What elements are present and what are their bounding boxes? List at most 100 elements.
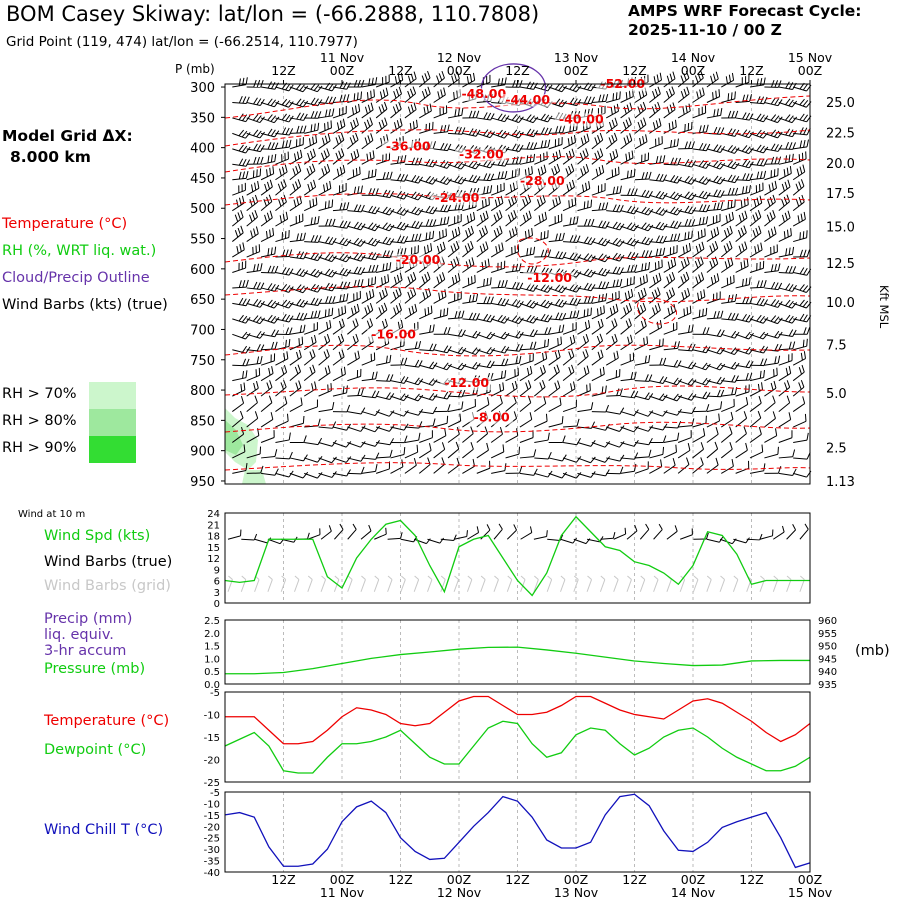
wind-barb-feather — [430, 243, 433, 251]
wind-barb-feather — [691, 418, 695, 426]
wind-barb-feather — [267, 142, 272, 150]
wind-barb-feather — [315, 135, 318, 143]
wind-barb — [735, 360, 754, 369]
wind-barb-feather — [456, 426, 460, 435]
wind-barb-feather — [510, 212, 515, 220]
wind-barb-staff — [361, 378, 376, 382]
wind-barb-staff — [419, 450, 432, 459]
wind-barb — [792, 379, 805, 397]
wind-barb-feather — [612, 252, 618, 260]
wind-barb-feather — [587, 283, 593, 291]
wind-barb-feather — [432, 121, 434, 130]
wind-barb-feather — [803, 139, 806, 148]
wind-barb-feather — [626, 222, 633, 229]
wind-barb-feather — [245, 260, 247, 269]
wind-barb — [505, 380, 518, 397]
wind-barb-feather — [756, 297, 762, 305]
wind-barb-feather — [529, 247, 532, 255]
wind-barb — [433, 228, 447, 243]
wind-barb-feather — [716, 292, 718, 301]
wind-barb-feather — [619, 407, 625, 415]
wind-barb-feather — [743, 426, 747, 434]
wind-barb-feather — [382, 222, 388, 229]
wind-barb — [447, 175, 467, 185]
wind-barb-feather — [353, 204, 358, 212]
grid-wind-barb — [653, 575, 659, 592]
wind-barb-feather — [425, 191, 431, 198]
wind-barb-feather — [309, 150, 314, 159]
wind-barb-feather — [713, 144, 719, 151]
wind-barb-staff — [563, 425, 578, 428]
wind-barb-feather — [472, 330, 478, 338]
wind-barb — [534, 82, 553, 92]
wind-barb-feather — [705, 143, 711, 151]
wind-barb-staff — [620, 411, 635, 417]
wind-barb-feather — [598, 281, 603, 289]
wind-barb — [793, 230, 808, 243]
wind-barb-staff — [361, 225, 376, 232]
wind-barb-feather — [270, 129, 276, 137]
grid-wind-barb-staff — [653, 579, 659, 592]
wind-barb-feather — [714, 441, 719, 450]
wind-barb — [505, 244, 520, 258]
wind-barb-feather — [389, 171, 393, 180]
wind-barb-feather — [407, 106, 411, 114]
wind-barb-feather — [588, 181, 591, 189]
wind-barb — [548, 195, 561, 212]
surface-wind-barb-feather — [529, 526, 533, 533]
wind-barb — [591, 333, 604, 351]
wind-barb-feather — [244, 182, 246, 191]
wind-barb-feather — [446, 178, 452, 185]
wind-barb-staff — [232, 389, 246, 397]
wind-barb-feather — [687, 192, 694, 200]
wind-barb-feather — [720, 190, 725, 198]
wind-barb-feather — [267, 283, 273, 290]
wind-barb-feather — [773, 226, 777, 234]
wind-barb-feather — [328, 218, 332, 227]
wind-barb — [663, 303, 677, 320]
wind-barb-feather — [637, 106, 641, 114]
wind-barb-feather — [728, 213, 731, 222]
wind-barb-feather — [612, 186, 616, 195]
wind-barb-feather — [440, 142, 445, 150]
wind-barb-staff — [634, 343, 648, 351]
wind-barb-feather — [489, 460, 491, 469]
grid-wind-barb — [599, 575, 606, 592]
wind-barb-staff — [490, 232, 503, 242]
wind-barb-feather — [241, 261, 243, 270]
wind-barb-feather — [410, 104, 414, 112]
wind-barb — [404, 408, 424, 416]
wind-barb-feather — [396, 207, 403, 214]
wind-barb-staff — [577, 272, 591, 278]
wind-barb-feather — [748, 147, 754, 154]
wind-barb-feather — [527, 167, 530, 176]
wind-barb — [404, 340, 422, 351]
wind-barb-feather — [299, 84, 305, 91]
surface-wind-barb-feather — [745, 537, 750, 544]
wind-barb-feather — [285, 127, 290, 135]
wind-barb-feather — [701, 241, 705, 250]
wind-barb-staff — [332, 457, 347, 463]
wind-barb-feather — [267, 114, 273, 121]
wind-barb-feather — [486, 160, 492, 168]
wind-barb-staff — [706, 395, 721, 398]
wind-barb-feather — [242, 345, 248, 353]
wind-barb-feather — [375, 371, 378, 379]
grid-wind-barb — [493, 575, 499, 592]
wind-barb-feather — [277, 183, 282, 191]
wind-barb — [563, 438, 581, 446]
wind-barb-feather — [371, 264, 375, 273]
wind-barb-feather — [583, 268, 590, 276]
wind-barb-feather — [529, 366, 533, 374]
wind-barb-feather — [727, 187, 732, 196]
wind-barb-staff — [778, 253, 793, 258]
wind-barb-staff — [620, 470, 635, 474]
wind-barb-feather — [447, 143, 452, 151]
wind-barb — [447, 310, 465, 320]
wind-barb-feather — [238, 171, 242, 180]
wind-barb-feather — [342, 94, 346, 102]
wind-barb-feather — [772, 210, 776, 218]
wind-barb-feather — [702, 345, 708, 353]
wind-barb-feather — [375, 452, 380, 460]
wind-barb-feather — [702, 308, 704, 317]
